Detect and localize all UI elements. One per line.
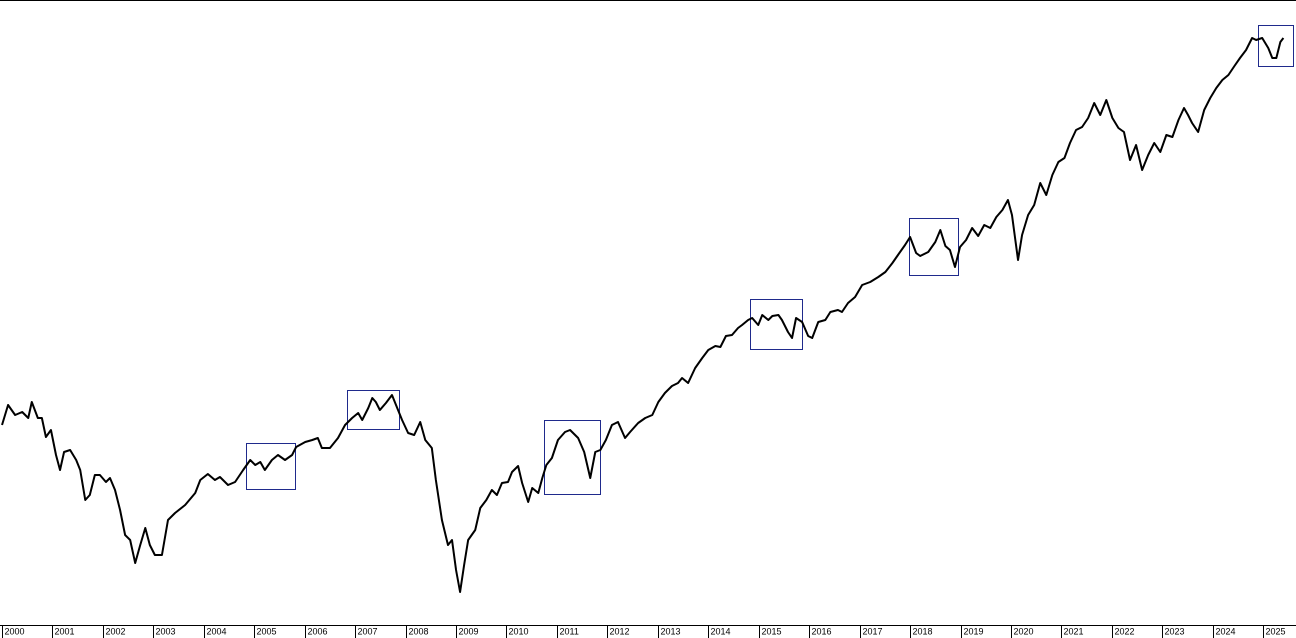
x-tick-label: 2013 — [661, 626, 681, 636]
x-tick-label: 2001 — [55, 626, 75, 636]
x-tick-label: 2015 — [762, 626, 782, 636]
price-line — [1, 37, 1285, 593]
x-tick-label: 2009 — [459, 626, 479, 636]
x-tick-label: 2006 — [308, 626, 328, 636]
x-tick-label: 2002 — [106, 626, 126, 636]
highlight-box — [347, 390, 400, 430]
x-tick-label: 2008 — [409, 626, 429, 636]
x-tick-label: 2017 — [863, 626, 883, 636]
x-tick-label: 2000 — [5, 626, 25, 636]
x-tick-label: 2019 — [964, 626, 984, 636]
x-tick-label: 2021 — [1064, 626, 1084, 636]
highlight-box — [246, 443, 296, 490]
x-tick-label: 2024 — [1216, 626, 1236, 636]
highlight-box — [1258, 25, 1294, 67]
x-tick-label: 2018 — [913, 626, 933, 636]
x-tick-label: 2012 — [610, 626, 630, 636]
x-tick-label: 2005 — [257, 626, 277, 636]
highlight-box — [909, 218, 959, 276]
x-tick-label: 2014 — [711, 626, 731, 636]
x-tick-label: 2010 — [509, 626, 529, 636]
x-tick-label: 2011 — [560, 626, 579, 636]
x-tick-label: 2007 — [358, 626, 378, 636]
x-tick-label: 2020 — [1014, 626, 1034, 636]
highlight-box — [544, 420, 601, 495]
x-tick-label: 2022 — [1115, 626, 1135, 636]
x-tick-label: 2003 — [156, 626, 176, 636]
x-tick-label: 2025 — [1266, 626, 1286, 636]
x-tick-label: 2004 — [207, 626, 227, 636]
x-tick-label: 2023 — [1165, 626, 1185, 636]
x-tick-label: 2016 — [812, 626, 832, 636]
